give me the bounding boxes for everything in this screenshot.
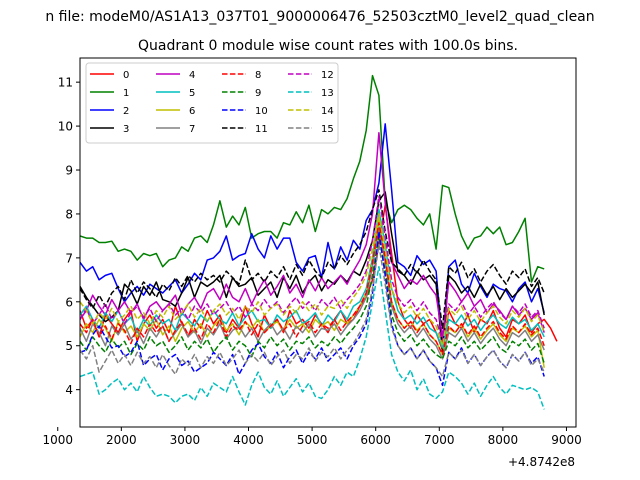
x-tick-label: 2000 xyxy=(106,433,137,447)
series-line-7 xyxy=(80,226,545,360)
legend-label-10: 10 xyxy=(255,106,268,117)
series-line-13 xyxy=(80,265,545,410)
series-line-12 xyxy=(80,195,545,343)
x-tick-label: 7000 xyxy=(424,433,455,447)
plot-frame xyxy=(79,57,577,428)
legend-label-14: 14 xyxy=(321,106,334,117)
legend-label-0: 0 xyxy=(123,70,129,81)
series-line-8 xyxy=(80,221,545,356)
y-tick-label: 5 xyxy=(65,339,73,353)
legend-label-7: 7 xyxy=(189,124,195,135)
legend-label-3: 3 xyxy=(123,124,129,135)
y-tick-label: 8 xyxy=(65,207,73,221)
series-line-1 xyxy=(80,74,545,283)
y-tick-label: 7 xyxy=(65,251,73,265)
legend-label-2: 2 xyxy=(123,106,129,117)
series-line-11 xyxy=(80,189,545,329)
series-line-2 xyxy=(80,123,545,347)
x-tick-label: 8000 xyxy=(488,433,519,447)
chart-suptitle: n file: modeM0/AS1A13_037T01_9000006476_… xyxy=(45,9,594,25)
series-line-4 xyxy=(80,131,545,338)
y-tick-label: 10 xyxy=(58,120,73,134)
legend-label-11: 11 xyxy=(255,124,268,135)
y-tick-label: 6 xyxy=(65,295,73,309)
series-line-14 xyxy=(80,213,545,347)
series-line-5 xyxy=(80,208,545,349)
series-line-15 xyxy=(80,243,545,378)
legend-label-9: 9 xyxy=(255,88,261,99)
legend-label-12: 12 xyxy=(321,70,334,81)
x-tick-label: 1000 xyxy=(42,433,73,447)
y-tick-label: 9 xyxy=(65,164,73,178)
x-tick-label: 3000 xyxy=(170,433,201,447)
x-tick-label: 9000 xyxy=(551,433,582,447)
legend-label-6: 6 xyxy=(189,106,195,117)
legend-label-15: 15 xyxy=(321,124,334,135)
series-line-9 xyxy=(80,235,545,364)
legend-box xyxy=(85,62,339,144)
legend-label-8: 8 xyxy=(255,70,261,81)
legend-label-5: 5 xyxy=(189,88,195,99)
chart-title: Quadrant 0 module wise count rates with … xyxy=(138,38,518,54)
legend-label-13: 13 xyxy=(321,88,334,99)
x-tick-label: 6000 xyxy=(360,433,391,447)
series-line-3 xyxy=(80,191,545,354)
legend-label-4: 4 xyxy=(189,70,195,81)
plot-lines xyxy=(80,74,558,410)
legend-label-1: 1 xyxy=(123,88,129,99)
x-tick-label: 4000 xyxy=(233,433,264,447)
x-offset-label: +4.8742e8 xyxy=(508,455,575,469)
y-tick-label: 11 xyxy=(58,76,73,90)
x-tick-label: 5000 xyxy=(297,433,328,447)
series-line-6 xyxy=(80,217,545,368)
axes: 1000 2000 3000 4000 5000 6000 7000 8000 9000 4 5 6 7… xyxy=(42,57,582,447)
y-tick-label: 4 xyxy=(65,383,73,397)
